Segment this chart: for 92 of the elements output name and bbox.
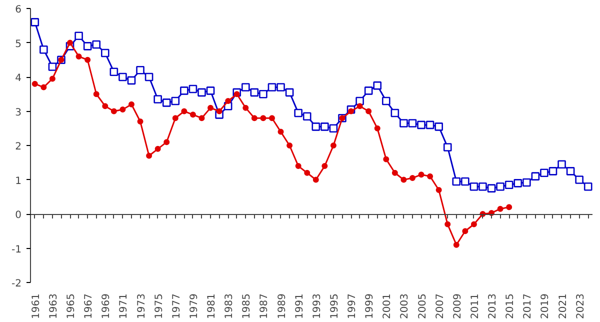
point (164, 139, 170, 146)
point (154, 146, 161, 152)
x-tick-label: 2023 (575, 293, 586, 319)
point (295, 163, 302, 170)
point (497, 206, 504, 212)
point (392, 170, 398, 176)
point (49, 76, 56, 82)
x-tick-label: 1969 (101, 293, 112, 319)
x-tick-label: 1995 (329, 293, 340, 319)
point (32, 80, 38, 87)
point (400, 176, 407, 183)
point (76, 53, 82, 60)
x-tick-label: 1987 (259, 293, 270, 319)
point (137, 118, 144, 125)
x-tick-label: 1981 (206, 293, 218, 319)
x-tick-label: 1963 (48, 293, 60, 319)
y-tick-label: -2 (12, 278, 22, 290)
y-tick-label: 5 (15, 38, 22, 50)
point (146, 152, 152, 159)
point (208, 104, 214, 111)
x-tick-label: 2001 (382, 293, 394, 319)
point (366, 108, 372, 114)
point (462, 228, 468, 234)
x-tick-label: 2021 (558, 293, 569, 319)
x-tick-label: 2005 (417, 293, 428, 319)
y-tick-label: 0 (15, 210, 22, 221)
y-tick-label: 1 (15, 176, 22, 187)
x-tick-label: 1965 (66, 293, 78, 319)
x-tick-label: 1975 (154, 293, 165, 319)
point (268, 115, 275, 122)
point (110, 108, 117, 114)
point (286, 142, 293, 148)
x-tick-label: 1991 (294, 293, 306, 319)
point (84, 56, 91, 63)
point (427, 173, 434, 180)
point (356, 103, 363, 110)
point (409, 175, 416, 182)
x-tick-label: 1973 (136, 293, 148, 319)
y-tick-label: 3 (15, 107, 22, 118)
point (436, 187, 442, 194)
point (128, 101, 134, 108)
x-tick-label: 2003 (400, 293, 411, 319)
x-tick-label: 1997 (347, 293, 358, 319)
y-tick-label: 2 (15, 142, 22, 152)
x-tick-label: 1993 (312, 293, 323, 319)
x-tick-label: 2017 (522, 293, 534, 319)
x-tick-label: 2009 (452, 293, 464, 319)
point (312, 176, 319, 183)
point (260, 115, 266, 122)
x-tick-label: 2013 (488, 293, 499, 319)
x-tick-label: 1961 (30, 293, 42, 319)
point (444, 221, 451, 228)
point (374, 125, 380, 132)
point (251, 115, 258, 122)
point (506, 204, 512, 210)
point (383, 156, 390, 162)
x-tick-label: 2011 (470, 293, 481, 319)
point (304, 170, 310, 176)
y-tick-label: -1 (12, 244, 22, 256)
point (216, 108, 222, 114)
point (225, 98, 232, 104)
point (470, 221, 477, 228)
point (234, 91, 240, 98)
x-tick-label: 2007 (434, 293, 446, 319)
x-tick-label: 1989 (276, 293, 288, 319)
x-tick-label: 1977 (171, 293, 182, 319)
y-tick-label: 6 (15, 4, 22, 16)
point (67, 40, 74, 46)
x-tick-label: 1999 (364, 293, 376, 319)
point (172, 115, 178, 122)
point (93, 91, 100, 98)
x-tick-label: 1967 (84, 293, 95, 319)
point (330, 142, 336, 148)
point (348, 108, 354, 114)
point (322, 163, 328, 170)
x-tick-label: 2019 (540, 293, 552, 319)
point (40, 84, 47, 90)
y-tick-label: 4 (15, 73, 22, 84)
x-tick-label: 1985 (242, 293, 253, 319)
point (181, 108, 188, 114)
x-tick-label: 1983 (224, 293, 236, 319)
point (418, 172, 424, 178)
point (102, 103, 108, 110)
point (120, 106, 126, 113)
x-tick-label: 2015 (505, 293, 516, 319)
point (453, 242, 460, 248)
point (278, 128, 284, 135)
x-tick-label: 1971 (118, 293, 130, 319)
point (190, 112, 196, 118)
point (242, 104, 249, 111)
point (198, 115, 205, 122)
x-tick-label: 1979 (188, 293, 200, 319)
